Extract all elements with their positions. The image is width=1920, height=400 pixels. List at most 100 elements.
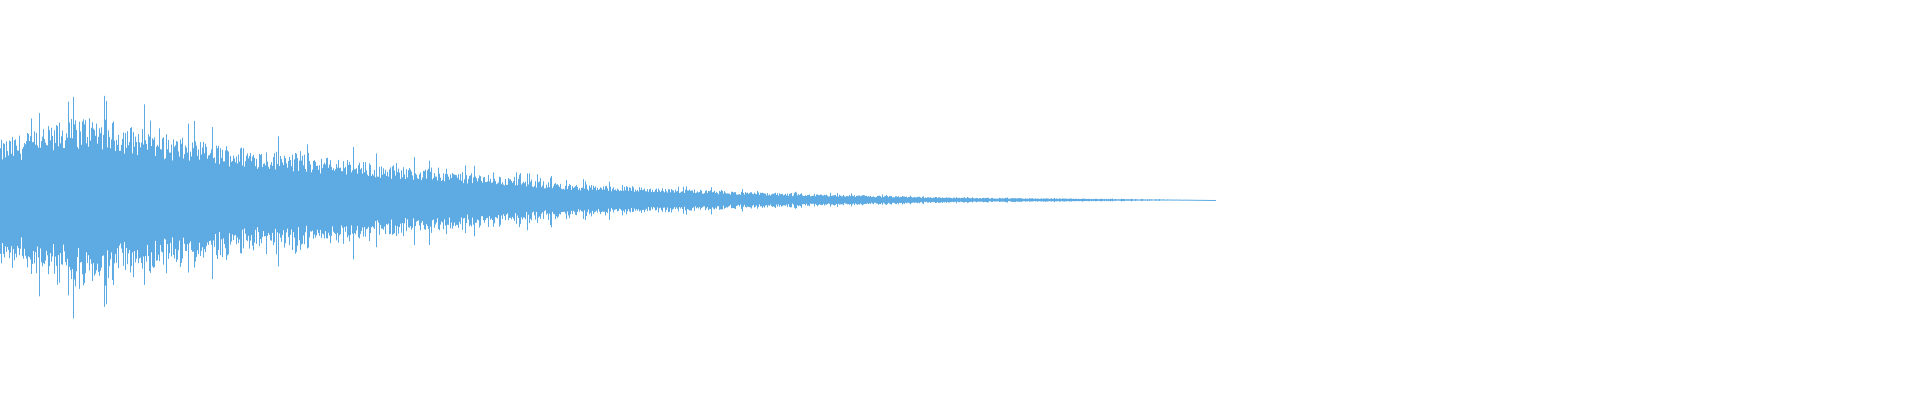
waveform-sample [808, 195, 809, 206]
waveform-sample [254, 157, 255, 243]
waveform-sample [1153, 199, 1154, 201]
waveform-sample [836, 196, 837, 204]
waveform-sample [1103, 199, 1104, 201]
waveform-sample [897, 196, 898, 203]
waveform-sample [668, 189, 669, 213]
waveform-sample [195, 141, 196, 262]
waveform-sample [361, 168, 362, 232]
waveform-sample [429, 160, 430, 245]
waveform-sample [775, 192, 776, 209]
waveform-sample [604, 189, 605, 212]
waveform-sample [271, 162, 272, 241]
waveform-sample [343, 161, 344, 244]
waveform-sample [727, 193, 728, 208]
waveform-sample [114, 140, 115, 264]
waveform-sample [450, 174, 451, 229]
waveform-sample [921, 197, 922, 202]
waveform-sample [486, 182, 487, 219]
waveform-sample [934, 197, 935, 203]
waveform-sample [911, 196, 912, 204]
waveform-sample [113, 121, 114, 286]
waveform-sample [1168, 199, 1169, 201]
waveform-sample [98, 136, 99, 273]
waveform-sample [723, 193, 724, 206]
waveform-sample [243, 148, 244, 249]
waveform-sample [87, 136, 88, 263]
waveform-sample [772, 193, 773, 207]
waveform-sample [163, 137, 164, 265]
waveform-sample [107, 147, 108, 251]
waveform-sample [599, 189, 600, 212]
waveform-sample [415, 173, 416, 227]
waveform-sample [1080, 198, 1081, 202]
waveform-sample [153, 139, 154, 268]
waveform-sample [584, 188, 585, 211]
waveform-sample [713, 191, 714, 209]
waveform-sample [639, 187, 640, 212]
waveform-sample [119, 150, 120, 246]
waveform-sample [783, 195, 784, 206]
waveform-sample [378, 176, 379, 223]
waveform-sample [876, 196, 877, 204]
waveform-sample [520, 173, 521, 224]
waveform-sample [433, 177, 434, 220]
waveform-sample [941, 198, 942, 203]
waveform-sample [1084, 198, 1085, 202]
waveform-sample [227, 150, 228, 256]
waveform-sample [567, 189, 568, 212]
waveform-sample [725, 192, 726, 208]
waveform-sample [139, 142, 140, 259]
waveform-sample [1200, 199, 1201, 201]
waveform-sample [442, 179, 443, 223]
waveform-sample [896, 196, 897, 205]
waveform-sample [936, 197, 937, 203]
waveform-sample [167, 149, 168, 245]
waveform-sample [1036, 198, 1037, 202]
waveform-sample [660, 192, 661, 208]
waveform-sample [1041, 198, 1042, 202]
waveform-sample [868, 196, 869, 205]
waveform-sample [337, 167, 338, 233]
waveform-sample [778, 195, 779, 205]
waveform-sample [591, 185, 592, 217]
waveform-sample [357, 173, 358, 226]
waveform-sample [206, 146, 207, 247]
waveform-sample [334, 170, 335, 233]
waveform-sample [1212, 199, 1213, 201]
waveform-sample [862, 195, 863, 206]
waveform-sample [314, 160, 315, 235]
waveform-sample [1180, 199, 1181, 201]
waveform-sample [707, 193, 708, 208]
waveform-sample [49, 130, 50, 267]
waveform-sample [816, 194, 817, 205]
waveform-sample [218, 145, 219, 250]
waveform-sample [1027, 198, 1028, 202]
waveform-sample [895, 196, 896, 204]
waveform-sample [1063, 198, 1064, 202]
waveform-sample [555, 183, 556, 220]
waveform-sample [1129, 199, 1130, 201]
waveform-sample [835, 194, 836, 205]
waveform-sample [416, 174, 417, 222]
waveform-sample [858, 195, 859, 205]
waveform-sample [516, 172, 517, 224]
waveform-sample [142, 128, 143, 269]
waveform-sample [374, 169, 375, 229]
waveform-sample [718, 194, 719, 207]
waveform-sample [815, 196, 816, 204]
waveform-sample [695, 193, 696, 207]
waveform-sample [305, 169, 306, 233]
waveform-sample [689, 189, 690, 211]
waveform-sample [1037, 198, 1038, 202]
waveform-sample [355, 169, 356, 235]
waveform-sample [786, 195, 787, 205]
waveform-sample [1077, 198, 1078, 202]
waveform-sample [1187, 199, 1188, 201]
waveform-sample [351, 172, 352, 226]
waveform-sample [180, 139, 181, 267]
waveform-sample [489, 181, 490, 217]
waveform-sample [963, 197, 964, 203]
waveform-sample [126, 147, 127, 248]
waveform-sample [1006, 198, 1007, 203]
waveform-sample [750, 192, 751, 208]
